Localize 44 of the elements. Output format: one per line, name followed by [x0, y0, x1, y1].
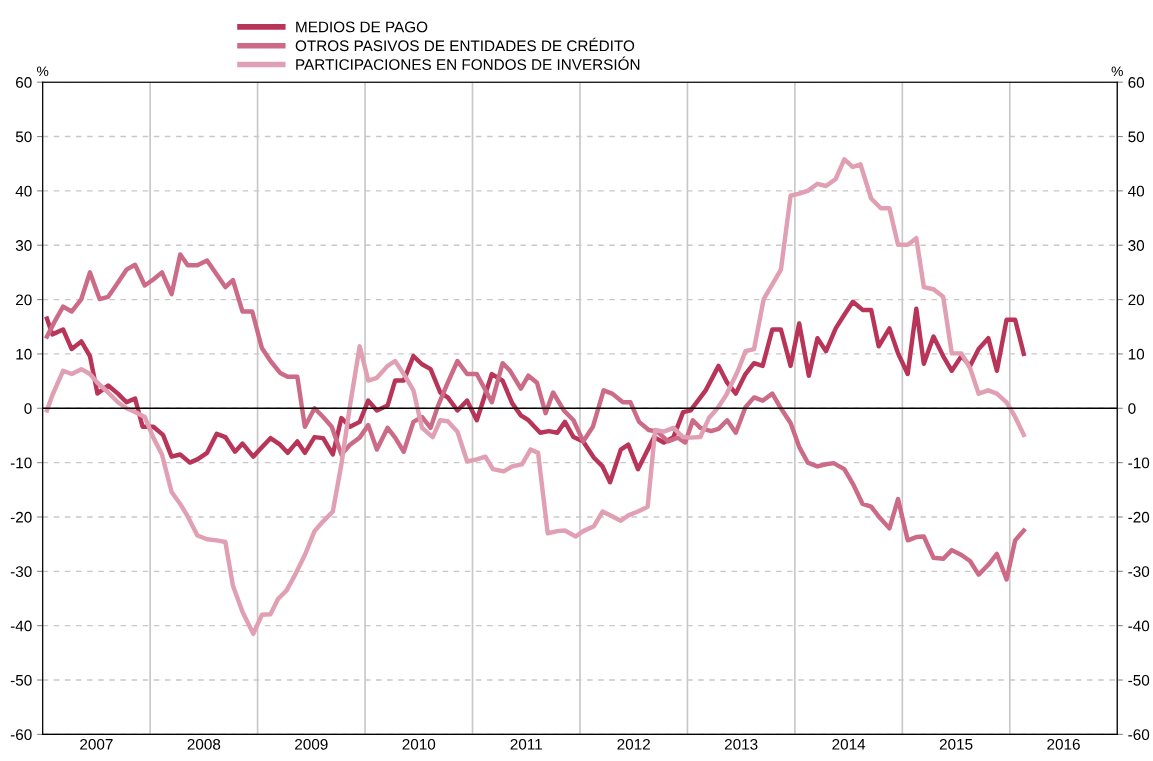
y-tick-label: -50 — [10, 674, 32, 686]
y2-tick-label: 30 — [1128, 240, 1145, 251]
y2-tick-label: 50 — [1128, 131, 1145, 143]
line-series — [44, 299, 1026, 485]
y-tick-label: 60 — [16, 77, 32, 88]
y-tick-label: 30 — [15, 240, 32, 251]
y-tick-label: -40 — [10, 620, 32, 632]
x-tick-label: 2011 — [510, 738, 542, 750]
x-tick-label: 2015 — [939, 738, 973, 750]
y-tick-label: 40 — [15, 185, 32, 197]
y2-tick-label: -60 — [1128, 729, 1150, 741]
y2-tick-label: -10 — [1128, 457, 1150, 469]
legend-label: MEDIOS DE PAGO — [296, 21, 428, 33]
text: % — [1111, 66, 1123, 77]
y-tick-label: -60 — [10, 729, 32, 741]
y2-tick-label: 10 — [1128, 348, 1145, 360]
y-tick-label: 50 — [15, 131, 32, 143]
x-tick-label: 2013 — [724, 738, 758, 750]
y-tick-label: 0 — [24, 403, 32, 414]
x-tick-label: 2016 — [1047, 738, 1080, 750]
y2-tick-label: -30 — [1128, 566, 1150, 578]
y-tick-label: -10 — [10, 457, 32, 469]
y2-tick-label: 20 — [1128, 294, 1145, 306]
legend-label: OTROS PASIVOS DE ENTIDADES DE CRÉDITO — [295, 37, 635, 52]
y2-tick-label: -20 — [1128, 511, 1150, 523]
legend-label: PARTICIPACIONES EN FONDOS DE INVERSIÓN — [296, 56, 640, 70]
y2-tick-label: 40 — [1128, 185, 1145, 197]
line-series — [44, 252, 1026, 582]
text: % — [36, 66, 49, 77]
y2-tick-label: 60 — [1128, 77, 1145, 88]
y2-tick-label: -50 — [1128, 674, 1150, 686]
x-tick-label: 2010 — [402, 738, 436, 750]
x-tick-label: 2009 — [295, 738, 328, 750]
y-tick-label: -20 — [10, 511, 32, 523]
y2-tick-label: -40 — [1128, 620, 1150, 632]
x-tick-label: 2007 — [80, 738, 113, 750]
y-tick-label: -30 — [10, 566, 32, 578]
x-tick-label: 2012 — [617, 738, 650, 750]
y-tick-label: 20 — [16, 294, 32, 306]
x-tick-label: 2014 — [832, 738, 866, 750]
x-tick-label: 2008 — [187, 738, 221, 750]
y2-tick-label: 0 — [1128, 403, 1136, 414]
y-tick-label: 10 — [16, 348, 32, 360]
line-series — [44, 157, 1026, 637]
